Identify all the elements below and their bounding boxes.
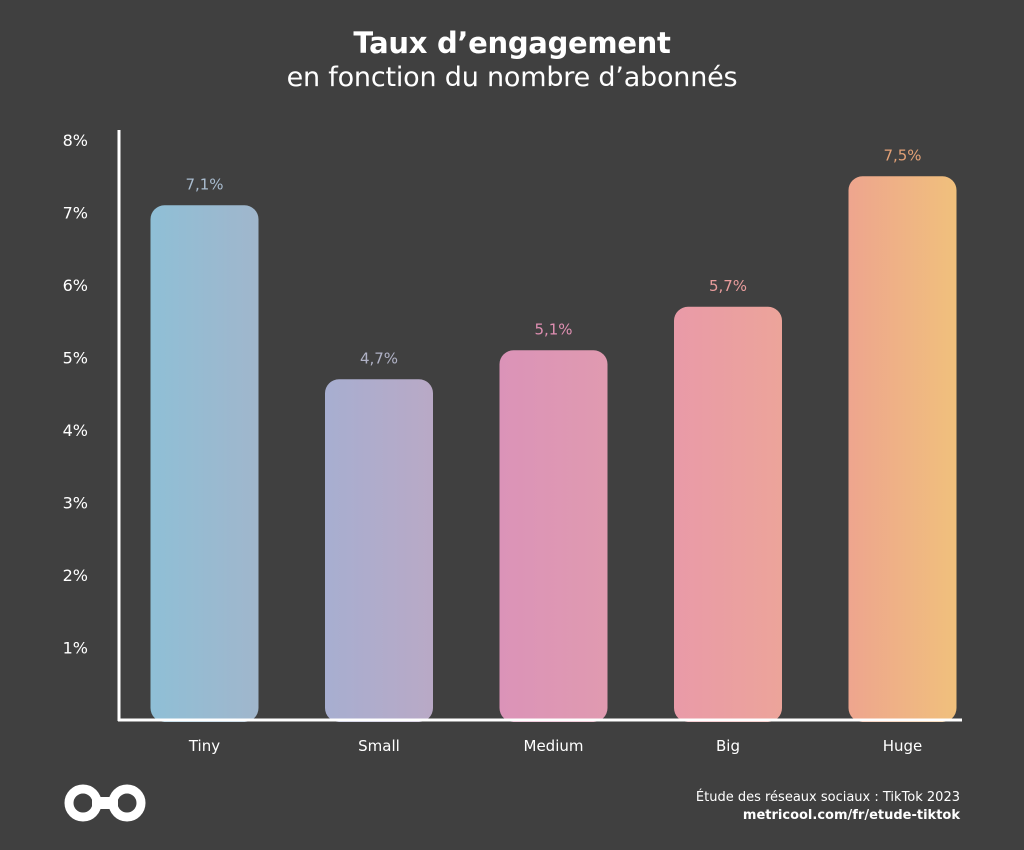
bar-small — [325, 379, 433, 722]
bar-medium — [499, 350, 608, 722]
x-tick-label-small: Small — [358, 737, 400, 755]
value-label-huge: 7,5% — [883, 146, 921, 164]
footer-link[interactable]: metricool.com/fr/etude-tiktok — [742, 808, 960, 823]
y-tick-label: 7% — [63, 204, 88, 223]
value-label-big: 5,7% — [709, 277, 747, 295]
x-axis-ticks: Tiny Small Medium Big Huge — [188, 737, 922, 755]
y-tick-label: 6% — [63, 276, 88, 295]
y-tick-label: 2% — [63, 566, 88, 585]
y-tick-label: 1% — [63, 639, 88, 658]
x-tick-label-big: Big — [716, 737, 740, 755]
infinity-logo-icon — [64, 784, 146, 822]
chart-subtitle: en fonction du nombre d’abonnés — [286, 62, 738, 93]
bar-tiny — [150, 205, 259, 722]
x-tick-label-tiny: Tiny — [188, 737, 220, 755]
y-tick-label: 4% — [63, 421, 88, 440]
value-labels-group: 7,1% 4,7% 5,1% 5,7% 7,5% — [185, 146, 921, 367]
value-label-small: 4,7% — [360, 349, 398, 367]
bar-big — [674, 306, 782, 722]
x-tick-label-huge: Huge — [883, 737, 923, 755]
chart-title: Taux d’engagement — [353, 26, 671, 60]
y-tick-label: 8% — [63, 131, 88, 150]
bars-group — [150, 176, 957, 722]
x-tick-label-medium: Medium — [524, 737, 584, 755]
y-tick-label: 5% — [63, 349, 88, 368]
y-axis-ticks: 1% 2% 3% 4% 5% 6% 7% 8% — [63, 131, 88, 658]
footer-source: Étude des réseaux sociaux : TikTok 2023 — [695, 790, 960, 805]
value-label-medium: 5,1% — [534, 320, 572, 338]
value-label-tiny: 7,1% — [185, 175, 223, 193]
y-tick-label: 3% — [63, 494, 88, 513]
bar-huge — [848, 176, 957, 722]
